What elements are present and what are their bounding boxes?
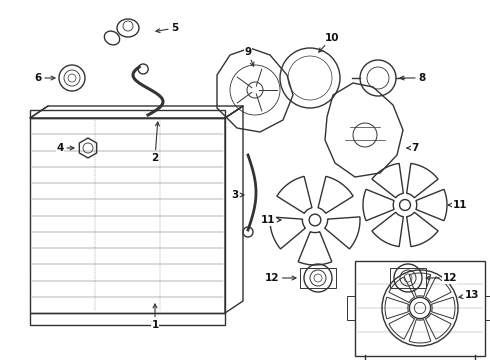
Text: 12: 12 (265, 273, 296, 283)
Bar (485, 296, 490, 320)
Text: 10: 10 (319, 33, 339, 52)
Bar (300, 268, 336, 288)
Bar (390, 268, 426, 288)
Bar (347, 296, 355, 320)
Text: 3: 3 (231, 190, 244, 200)
Text: 11: 11 (261, 215, 281, 225)
Text: 1: 1 (151, 304, 159, 330)
Text: 2: 2 (151, 122, 159, 163)
Text: 11: 11 (448, 200, 467, 210)
Bar (355, 261, 485, 356)
Bar (30, 118, 225, 313)
Text: 5: 5 (156, 23, 179, 33)
Text: 6: 6 (34, 73, 55, 83)
Text: 12: 12 (426, 273, 457, 283)
Text: 7: 7 (407, 143, 418, 153)
Text: 13: 13 (459, 290, 479, 300)
Text: 8: 8 (400, 73, 426, 83)
Text: 9: 9 (245, 47, 254, 66)
Text: 4: 4 (56, 143, 74, 153)
